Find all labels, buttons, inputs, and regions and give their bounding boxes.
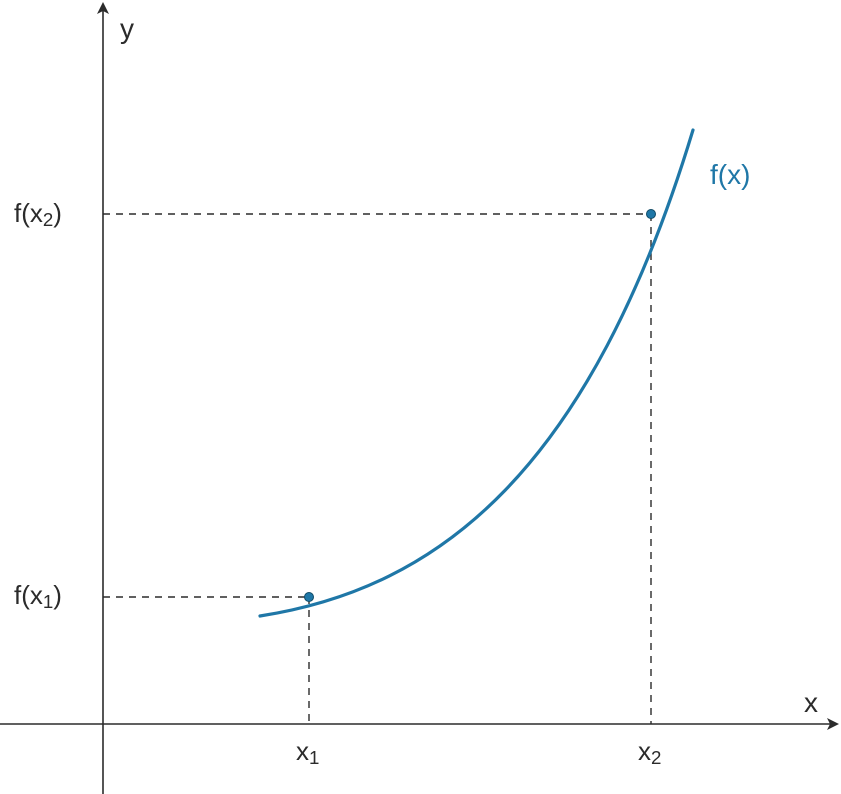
y-axis-label: y — [120, 13, 134, 44]
plot-background — [0, 0, 841, 794]
function-plot: yxf(x)x1x2f(x1)f(x2) — [0, 0, 841, 794]
fx1-tick-label: f(x1) — [14, 580, 62, 612]
curve-label: f(x) — [710, 159, 750, 190]
x-axis-label: x — [804, 687, 818, 718]
point-p2 — [647, 210, 656, 219]
plot-svg: yxf(x)x1x2f(x1)f(x2) — [0, 0, 841, 794]
fx2-tick-label: f(x2) — [14, 198, 62, 230]
point-p1 — [305, 593, 314, 602]
